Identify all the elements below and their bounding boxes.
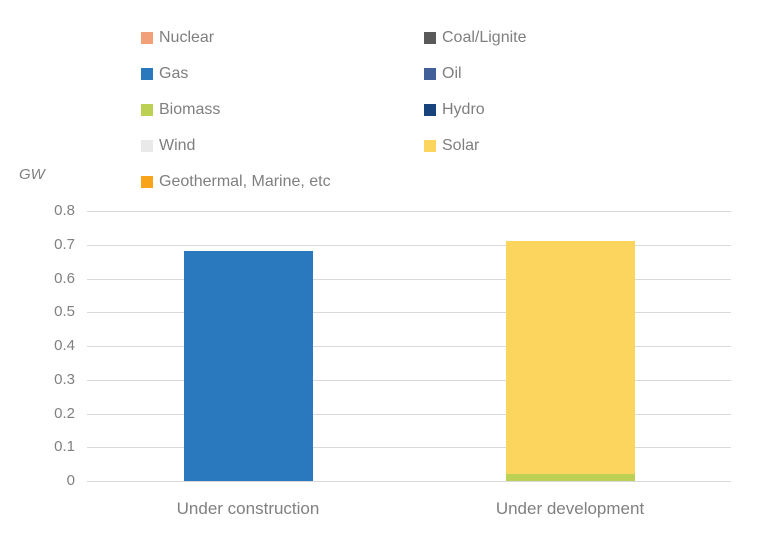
- legend-item-coal-lignite[interactable]: Coal/Lignite: [424, 20, 527, 56]
- legend-label: Gas: [159, 65, 189, 82]
- y-tick-label: 0.4: [54, 337, 75, 354]
- legend-item-geothermal-marine-etc[interactable]: Geothermal, Marine, etc: [141, 164, 424, 200]
- legend-swatch-hydro: [424, 104, 436, 116]
- y-tick-label: 0.2: [54, 404, 75, 422]
- legend-item-oil[interactable]: Oil: [424, 56, 527, 92]
- legend-swatch-nuclear: [141, 32, 153, 44]
- legend-swatch-biomass: [141, 104, 153, 116]
- gridline: [87, 413, 731, 415]
- legend-label: Geothermal, Marine, etc: [159, 173, 331, 190]
- y-tick-label: 0.3: [54, 370, 75, 388]
- gridline: [87, 346, 731, 347]
- legend-swatch-gas: [141, 68, 153, 80]
- legend-item-hydro[interactable]: Hydro: [424, 92, 527, 128]
- x-category-label-under-development: Under development: [495, 499, 645, 518]
- legend-label: Biomass: [159, 101, 221, 118]
- chart-legend: Nuclear Coal/Lignite Gas Oil Biomass Hydro Win…: [141, 20, 527, 200]
- gridline: [87, 211, 731, 212]
- y-tick-label: 0.6: [54, 269, 75, 287]
- legend-label: Solar: [442, 137, 480, 154]
- legend-swatch-solar: [424, 140, 436, 152]
- gridline: [87, 244, 731, 246]
- legend-label: Hydro: [442, 101, 485, 118]
- gridline: [87, 379, 731, 381]
- bar-segment-under-development-biomass[interactable]: [506, 474, 635, 481]
- bar-segment-under-development-solar[interactable]: [506, 241, 635, 474]
- legend-label: Wind: [159, 137, 196, 154]
- y-tick-label: 0: [66, 472, 75, 489]
- bar-segment-under-construction-gas[interactable]: [184, 251, 313, 481]
- y-tick-label: 0.1: [54, 438, 75, 456]
- legend-swatch-geothermal-marine-etc: [141, 176, 153, 188]
- x-category-label-under-construction: Under construction: [176, 499, 320, 518]
- legend-swatch-oil: [424, 68, 436, 80]
- legend-swatch-coal-lignite: [424, 32, 436, 44]
- gridline: [87, 447, 731, 449]
- legend-item-nuclear[interactable]: Nuclear: [141, 20, 424, 56]
- legend-item-wind[interactable]: Wind: [141, 128, 424, 164]
- y-tick-label: 0.5: [54, 303, 75, 321]
- gridline: [87, 278, 731, 280]
- plot-area: [87, 211, 731, 482]
- y-tick-label: 0.8: [54, 202, 75, 219]
- legend-swatch-wind: [141, 140, 153, 152]
- gridline: [87, 312, 731, 314]
- legend-item-biomass[interactable]: Biomass: [141, 92, 424, 128]
- gridline: [87, 481, 731, 482]
- y-tick-label: 0.7: [54, 235, 75, 253]
- legend-label: Coal/Lignite: [442, 29, 527, 46]
- y-axis-unit-label: GW: [19, 166, 45, 183]
- legend-label: Oil: [442, 65, 462, 82]
- legend-item-gas[interactable]: Gas: [141, 56, 424, 92]
- legend-label: Nuclear: [159, 29, 215, 46]
- legend-item-solar[interactable]: Solar: [424, 128, 527, 164]
